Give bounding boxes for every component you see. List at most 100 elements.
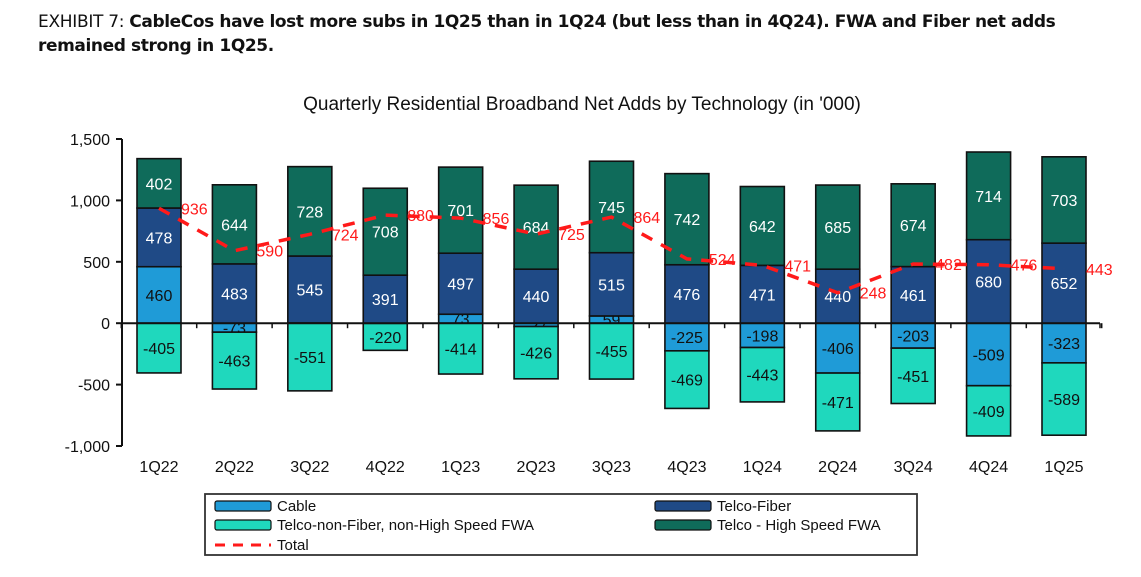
bar-telco-non-fiber-non-high-speed-fwa-4q22: [362, 322, 409, 352]
exhibit-caption: EXHIBIT 7: CableCos have lost more subs …: [38, 10, 1118, 58]
x-tick-label-1q24: 1Q24: [743, 459, 782, 476]
bar-cable-1q22: [136, 265, 182, 325]
y-tick-label-4: 1,000: [70, 193, 110, 210]
data-label-telco-non-fiber-non-high-speed-fwa-3q23: -455: [595, 344, 627, 361]
bar-telco-high-speed-fwa-3q23: [588, 160, 635, 254]
data-label-cable-3q24: -203: [897, 329, 929, 346]
data-label-telco-fiber-1q24: 471: [749, 287, 776, 304]
bar-telco-fiber-1q22: [136, 207, 182, 268]
data-label-telco-fiber-2q23: 440: [523, 289, 550, 306]
data-label-telco-high-speed-fwa-2q23: 684: [523, 220, 550, 237]
data-label-telco-high-speed-fwa-4q22: 708: [372, 225, 399, 242]
y-tick-label-1: -500: [78, 378, 110, 395]
data-label-telco-fiber-4q23: 476: [674, 287, 701, 304]
data-label-telco-fiber-3q22: 545: [296, 282, 323, 299]
bar-group-3q24: -203 461 -451 674: [890, 183, 936, 405]
bar-group-4q24: -509 680 -409 714: [965, 151, 1012, 437]
total-label-3q23: 864: [634, 210, 661, 227]
legend-label-telco-high-speed-fwa: Telco - High Speed FWA: [717, 517, 881, 534]
bar-telco-high-speed-fwa-2q23: [513, 184, 559, 270]
data-label-telco-fiber-2q22: 483: [221, 287, 248, 304]
total-label-2q22: 590: [256, 244, 283, 261]
x-tick-label-3q23: 3Q23: [592, 459, 631, 476]
x-tick-label-2q23: 2Q23: [517, 459, 556, 476]
data-label-cable-4q24: -509: [973, 347, 1005, 364]
x-tick-label-4q24: 4Q24: [969, 459, 1008, 476]
y-tick-label-3: 500: [83, 255, 110, 272]
total-label-3q22: 724: [332, 227, 359, 244]
bar-telco-non-fiber-non-high-speed-fwa-1q23: [437, 322, 484, 375]
data-label-telco-fiber-4q22: 391: [372, 292, 399, 309]
x-tick-label-3q24: 3Q24: [894, 459, 933, 476]
exhibit-text: CableCos have lost more subs in 1Q25 tha…: [38, 12, 1056, 56]
y-tick-label-5: 1,500: [70, 132, 110, 149]
data-label-telco-non-fiber-non-high-speed-fwa-3q24: -451: [897, 369, 929, 386]
data-label-telco-non-fiber-non-high-speed-fwa-1q23: -414: [445, 342, 477, 359]
data-label-telco-fiber-4q24: 680: [975, 274, 1002, 291]
data-label-telco-high-speed-fwa-3q23: 745: [598, 200, 625, 217]
bar-group-1q25: -323 652 -589 703: [1041, 156, 1087, 436]
x-tick-label-4q23: 4Q23: [667, 459, 706, 476]
data-label-telco-high-speed-fwa-1q22: 402: [146, 176, 173, 193]
bar-telco-high-speed-fwa-4q23: [664, 172, 710, 266]
total-label-3q24: 482: [935, 257, 962, 274]
total-label-2q23: 725: [558, 227, 585, 244]
bar-telco-non-fiber-non-high-speed-fwa-2q23: [513, 325, 559, 380]
bar-telco-fiber-3q24: [890, 265, 936, 325]
bar-telco-fiber-1q25: [1041, 242, 1087, 324]
total-label-1q24: 471: [784, 258, 811, 275]
bar-telco-high-speed-fwa-1q22: [136, 157, 182, 209]
bar-telco-high-speed-fwa-3q22: [287, 165, 333, 257]
y-tick-label-2: 0: [101, 316, 110, 333]
data-label-telco-high-speed-fwa-1q24: 642: [749, 219, 776, 236]
data-label-telco-high-speed-fwa-2q24: 685: [824, 220, 851, 237]
bar-telco-non-fiber-non-high-speed-fwa-1q25: [1041, 362, 1087, 436]
bar-cable-3q24: [890, 322, 936, 349]
bar-telco-non-fiber-non-high-speed-fwa-1q24: [739, 346, 786, 403]
bar-telco-fiber-3q23: [588, 251, 635, 317]
legend-swatch-cable: [214, 500, 272, 512]
total-label-4q22: 880: [407, 208, 434, 225]
chart-title: Quarterly Residential Broadband Net Adds…: [303, 94, 861, 115]
data-label-telco-non-fiber-non-high-speed-fwa-1q25: -589: [1048, 392, 1080, 409]
data-label-telco-fiber-1q25: 652: [1051, 276, 1078, 293]
total-label-1q23: 856: [483, 211, 510, 228]
data-label-cable-2q24: -406: [822, 341, 854, 358]
legend-label-telco-non-fiber-non-high-speed-fwa: Telco-non-Fiber, non-High Speed FWA: [277, 517, 534, 534]
data-label-telco-fiber-3q24: 461: [900, 288, 927, 305]
bar-telco-non-fiber-non-high-speed-fwa-3q22: [287, 322, 333, 392]
bar-telco-high-speed-fwa-3q24: [890, 183, 936, 268]
legend-box: [204, 493, 918, 556]
data-label-telco-non-fiber-non-high-speed-fwa-3q22: -551: [294, 350, 326, 367]
data-label-telco-high-speed-fwa-1q23: 701: [447, 203, 474, 220]
bar-telco-non-fiber-non-high-speed-fwa-2q22: [211, 331, 258, 390]
legend-swatch-telco-high-speed-fwa: [654, 519, 712, 531]
exhibit-label: EXHIBIT 7:: [38, 12, 130, 32]
bar-group-4q23: -225 476 -469 742: [664, 172, 710, 410]
legend-swatch-telco-non-fiber-non-high-speed-fwa: [214, 519, 272, 531]
total-label-1q22: 936: [181, 201, 208, 218]
data-label-cable-4q23: -225: [671, 330, 703, 347]
x-tick-label-2q22: 2Q22: [215, 459, 254, 476]
data-label-telco-non-fiber-non-high-speed-fwa-2q22: -463: [218, 354, 250, 371]
data-label-telco-high-speed-fwa-3q24: 674: [900, 218, 927, 235]
total-label-4q23: 524: [709, 252, 736, 269]
bar-telco-high-speed-fwa-1q25: [1041, 156, 1087, 244]
data-label-cable-1q24: -198: [746, 328, 778, 345]
legend: Cable Telco-Fiber Telco-non-Fiber, non-Hig…: [204, 493, 918, 556]
data-label-cable-1q25: -323: [1048, 336, 1080, 353]
data-label-telco-fiber-1q22: 478: [146, 230, 173, 247]
axes-layer: -1,000 -500 0 500 1,000 1,500 1Q22 2Q22 3Q22 4Q22…: [65, 132, 1103, 476]
bar-cable-2q24: [814, 322, 861, 374]
x-tick-label-1q23: 1Q23: [441, 459, 480, 476]
bar-group-1q24: -198 471 -443 642: [739, 185, 786, 403]
legend-label-total: Total: [277, 537, 309, 554]
x-tick-label-2q24: 2Q24: [818, 459, 857, 476]
x-tick-label-1q22: 1Q22: [139, 459, 178, 476]
data-label-cable-1q22: 460: [146, 288, 173, 305]
